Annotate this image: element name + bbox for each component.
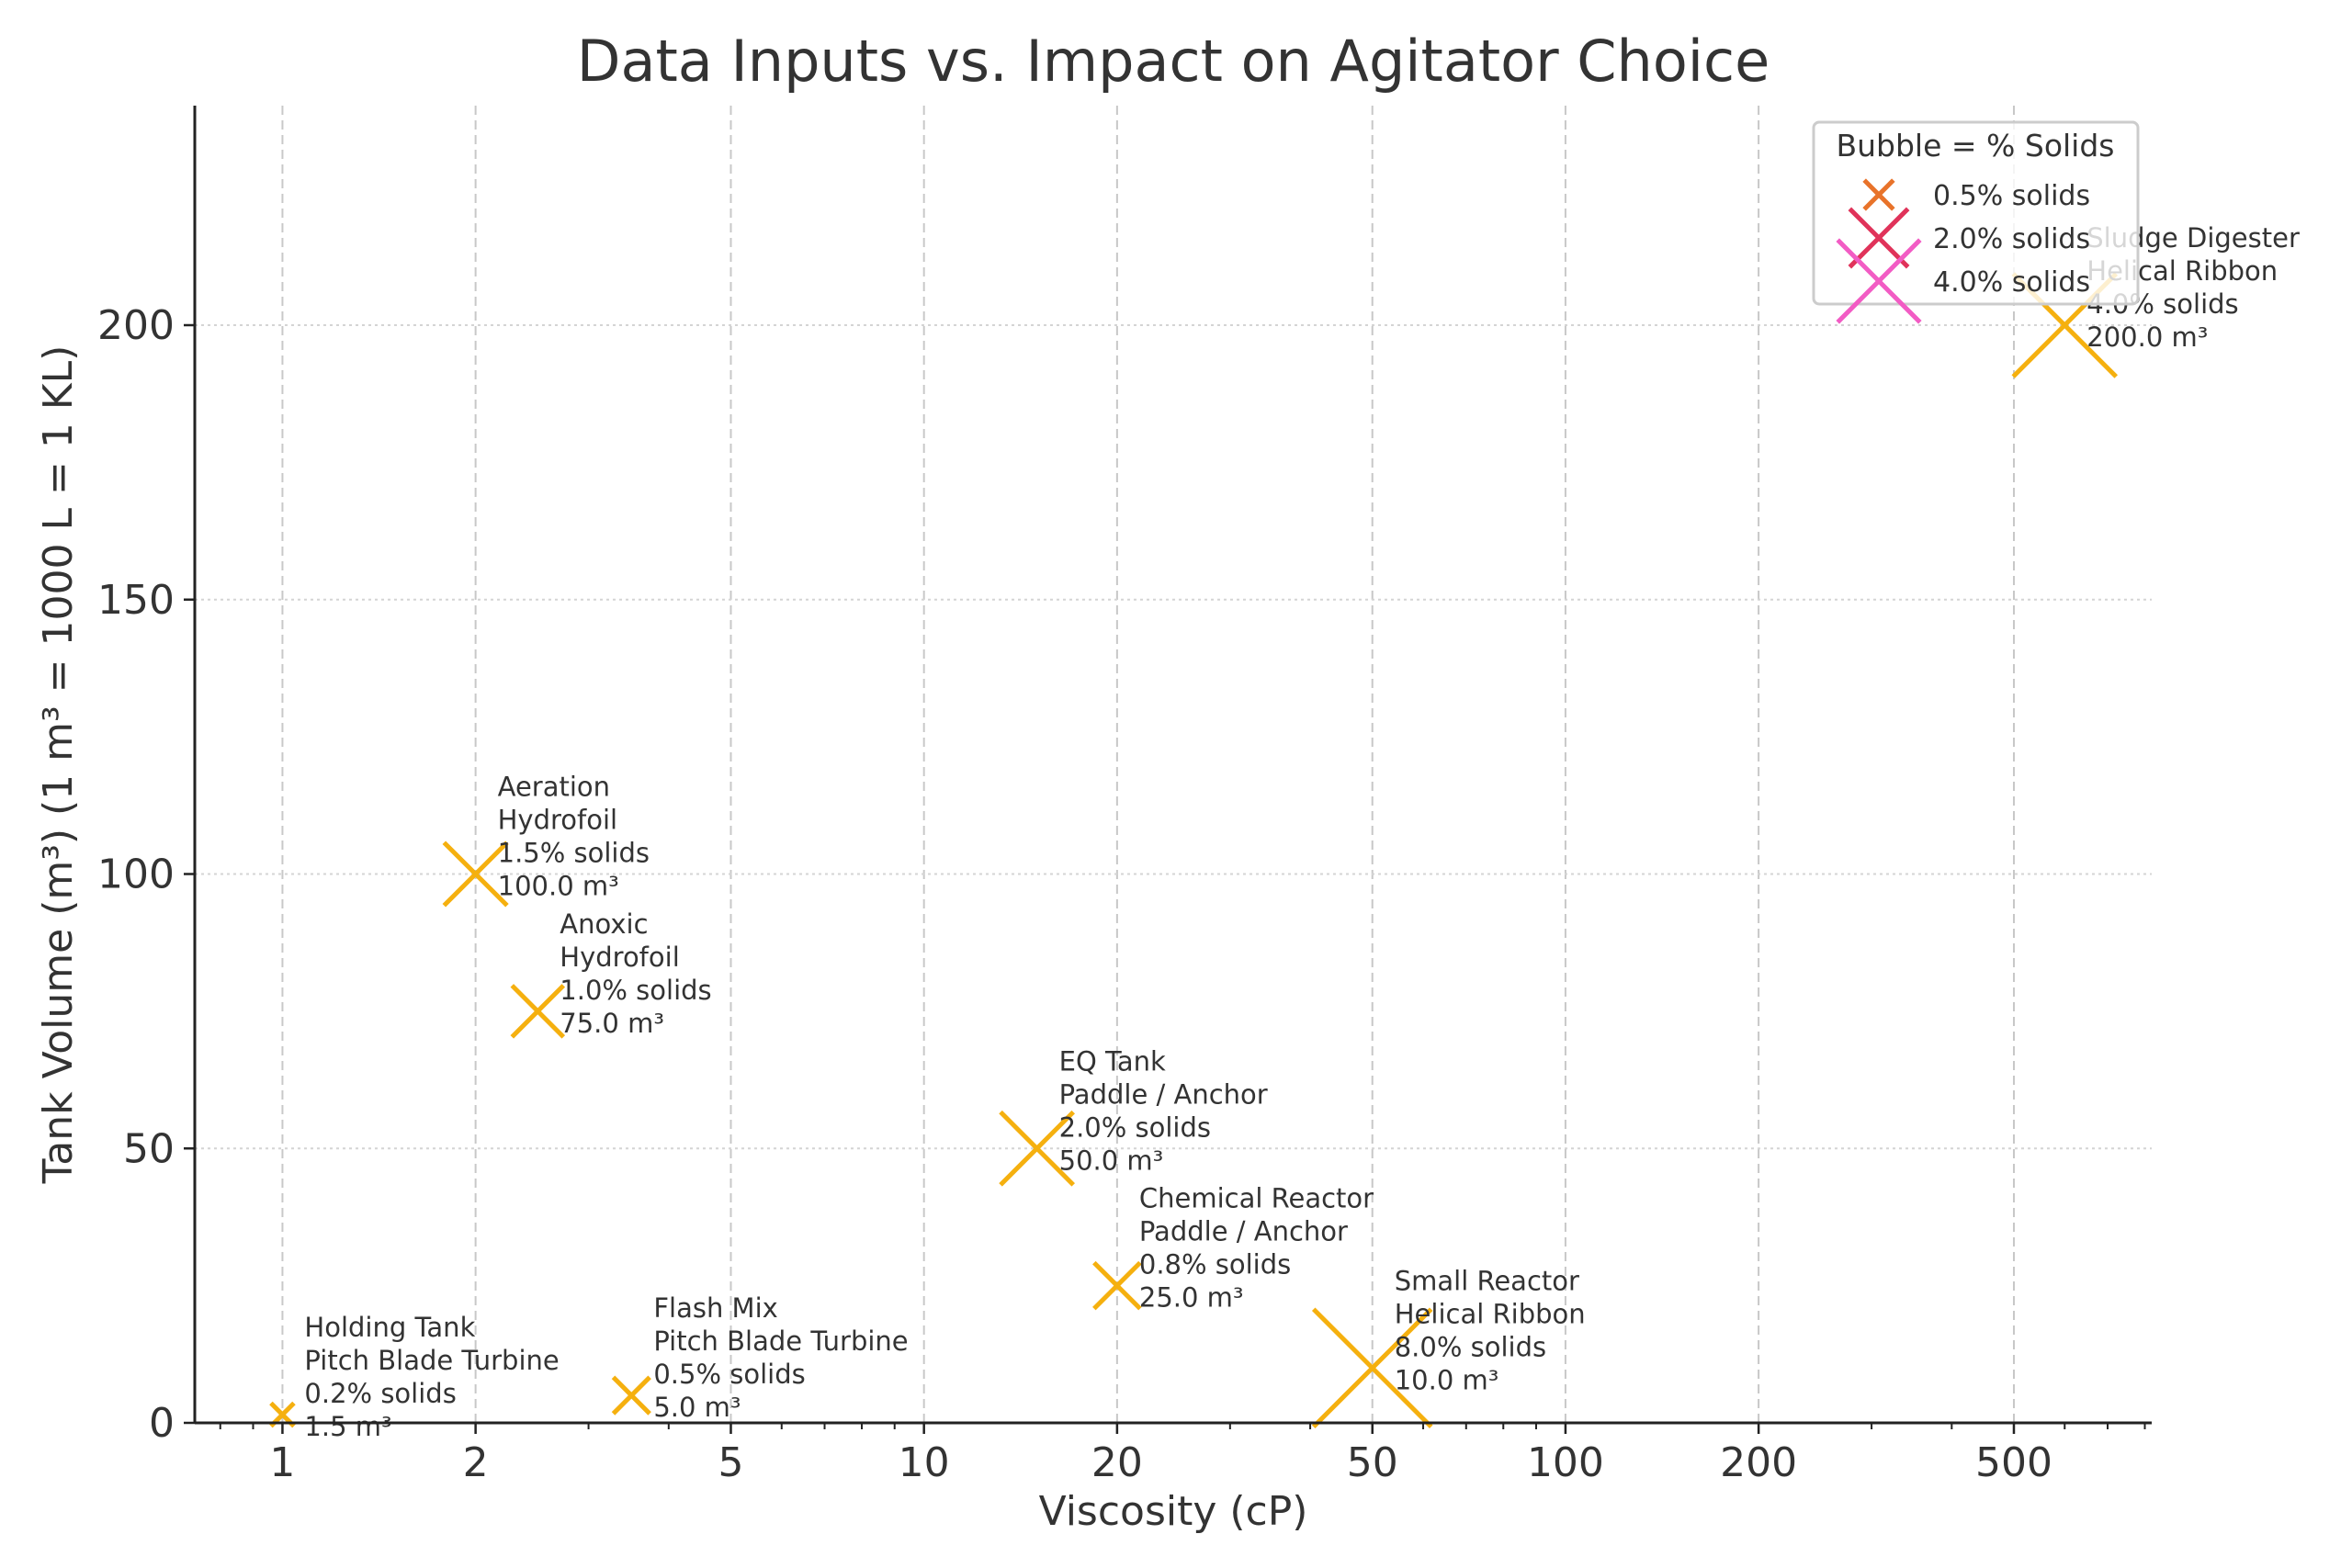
x-tick-label: 5: [718, 1439, 743, 1486]
point-label: Helical Ribbon: [1395, 1298, 1586, 1329]
point-label: 100.0 m³: [498, 871, 619, 902]
point-label: 2.0% solids: [1059, 1111, 1211, 1143]
point-label: Holding Tank: [304, 1312, 475, 1343]
point-label: 25.0 m³: [1139, 1282, 1244, 1314]
y-axis-label: Tank Volume (m³) (1 m³ = 1000 L = 1 KL): [35, 345, 82, 1185]
point-label: 10.0 m³: [1395, 1364, 1499, 1395]
point-label: Paddle / Anchor: [1059, 1078, 1268, 1110]
x-marker: [442, 840, 509, 908]
point-label: 8.0% solids: [1395, 1331, 1546, 1362]
point-label: 75.0 m³: [560, 1008, 664, 1039]
x-tick-label: 10: [899, 1439, 950, 1486]
point-label: Chemical Reactor: [1139, 1183, 1374, 1214]
point-label: 0.2% solids: [304, 1378, 456, 1409]
legend-label: 0.5% solids: [1933, 180, 2090, 212]
point-label: EQ Tank: [1059, 1045, 1166, 1077]
x-marker: [611, 1375, 651, 1416]
x-marker: [510, 984, 566, 1039]
point-label: Pitch Blade Turbine: [653, 1325, 908, 1357]
legend-label: 2.0% solids: [1933, 223, 2090, 255]
point-label: 5.0 m³: [653, 1392, 741, 1423]
point-label: 1.0% solids: [560, 975, 711, 1006]
legend-box: [1812, 120, 2140, 306]
x-tick-label: 20: [1091, 1439, 1143, 1486]
legend-marker: [1862, 178, 1895, 211]
y-axis: 0 50 100 150 200: [97, 302, 195, 1447]
y-tick-label: 50: [123, 1125, 175, 1172]
point-label: 200.0 m³: [2086, 321, 2208, 353]
point-label: 1.5 m³: [304, 1411, 391, 1442]
x-tick-label: 1: [269, 1439, 295, 1486]
chart-title: Data Inputs vs. Impact on Agitator Choic…: [577, 28, 1770, 95]
legend-marker: [1836, 238, 1922, 324]
x-tick-label: 200: [1720, 1439, 1797, 1486]
point-label: Hydrofoil: [560, 942, 679, 973]
y-tick-label: 200: [97, 302, 175, 349]
point-label: 0.8% solids: [1139, 1249, 1291, 1280]
y-tick-label: 0: [149, 1400, 175, 1447]
point-label: 0.5% solids: [653, 1359, 805, 1390]
x-tick-label: 50: [1347, 1439, 1398, 1486]
x-axis: 1 2 5 10 20 50 100 200 500: [219, 1423, 2146, 1486]
point-label: Paddle / Anchor: [1139, 1216, 1348, 1247]
y-tick-label: 150: [97, 577, 175, 624]
legend-marker: [1848, 207, 1910, 269]
point-label: 50.0 m³: [1059, 1145, 1164, 1176]
x-marker: [999, 1110, 1076, 1187]
point-label: Aeration: [498, 772, 610, 803]
y-tick-label: 100: [97, 852, 175, 898]
x-tick-label: 2: [463, 1439, 489, 1486]
point-label: Hydrofoil: [498, 805, 617, 836]
legend-label: 4.0% solids: [1933, 266, 2090, 299]
x-marker: [1092, 1260, 1142, 1311]
point-label: Flash Mix: [653, 1292, 777, 1324]
x-tick-label: 500: [1975, 1439, 2052, 1486]
legend-title: Bubble = % Solids: [1836, 128, 2114, 164]
point-label: Pitch Blade Turbine: [304, 1345, 559, 1376]
x-axis-label: Viscosity (cP): [1039, 1488, 1308, 1535]
point-label: 1.5% solids: [498, 838, 650, 869]
x-tick-label: 100: [1527, 1439, 1604, 1486]
point-label: Small Reactor: [1395, 1265, 1579, 1296]
x-marker: [1311, 1307, 1433, 1429]
legend: Bubble = % Solids 0.5% solids 2.0% solids…: [1812, 120, 2140, 324]
point-label: Anoxic: [560, 908, 648, 940]
